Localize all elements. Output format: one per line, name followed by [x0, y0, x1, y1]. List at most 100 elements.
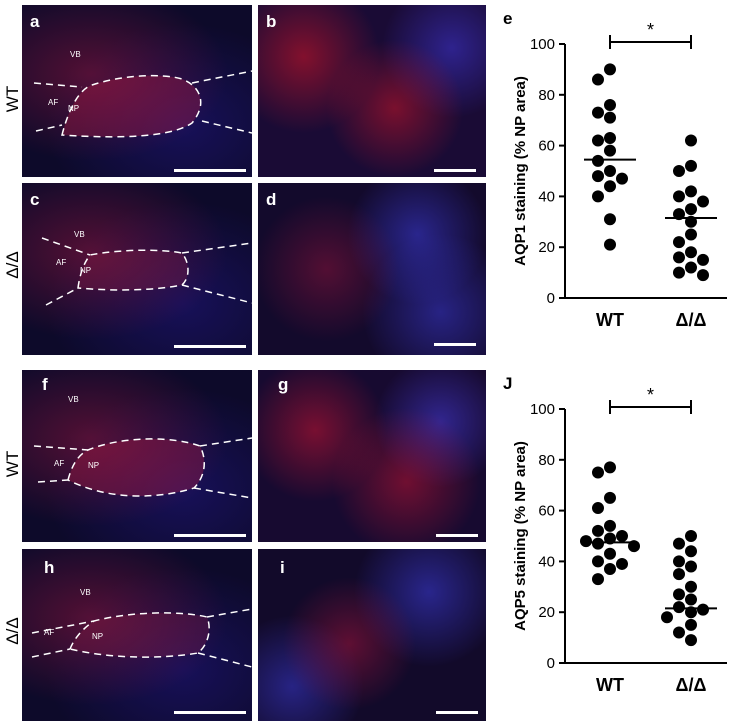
data-point: [685, 560, 697, 573]
x-category-label: WT: [596, 310, 624, 330]
row-label-mutant-bottom: Δ/Δ: [3, 617, 22, 645]
label-af-c: AF: [56, 258, 67, 267]
y-tick-label: 20: [538, 604, 555, 621]
row-label-mutant-top: Δ/Δ: [3, 251, 22, 279]
data-point: [685, 530, 697, 542]
panel-letter-b: b: [266, 12, 277, 31]
data-point: [592, 524, 604, 537]
chart-panel-letter: J: [503, 374, 512, 393]
data-point: [604, 165, 616, 177]
panel-letter-c: c: [30, 190, 40, 209]
y-tick-label: 20: [538, 239, 555, 256]
outline-np-f: [33, 437, 252, 499]
label-vb-c: VB: [74, 230, 85, 239]
data-point: [592, 154, 604, 167]
data-point: [592, 134, 604, 147]
data-point: [604, 131, 616, 144]
data-point: [604, 563, 616, 576]
y-tick-label: 80: [538, 87, 555, 104]
data-point: [697, 269, 709, 282]
data-point: [673, 568, 685, 581]
data-point: [604, 547, 616, 560]
data-point: [616, 172, 628, 185]
scale-bar-g: [436, 534, 478, 537]
data-point: [685, 618, 697, 631]
data-point: [592, 537, 604, 550]
data-point: [673, 588, 685, 601]
data-point: [592, 573, 604, 586]
scale-bar-d: [434, 343, 476, 346]
y-axis-label: AQP5 staining (% NP area): [512, 441, 529, 631]
data-point: [685, 228, 697, 241]
data-point: [685, 580, 697, 593]
data-point: [604, 144, 616, 157]
data-point: [604, 63, 616, 76]
label-np-f: NP: [88, 461, 100, 470]
label-vb-a: VB: [70, 50, 81, 59]
data-point: [685, 203, 697, 216]
micrograph-panel-b: b: [258, 5, 486, 177]
panel-letter-f: f: [42, 375, 48, 394]
micrograph-panel-i: i: [258, 549, 486, 721]
outline-np-c: [41, 237, 252, 306]
row-label-wt-bottom: WT: [3, 450, 22, 478]
x-category-label: Δ/Δ: [676, 675, 707, 695]
y-tick-label: 60: [538, 503, 555, 520]
micrograph-panel-f: f VB AF NP: [22, 370, 252, 542]
label-af-h: AF: [44, 628, 55, 637]
data-point: [592, 170, 604, 183]
micrograph-panel-c: c VB AF NP: [22, 183, 252, 355]
micrograph-panel-h: h VB AF NP: [22, 549, 252, 721]
data-point: [580, 535, 592, 548]
scale-bar-h: [174, 711, 246, 714]
data-point: [673, 626, 685, 639]
label-af-f: AF: [54, 459, 65, 468]
label-np-c: NP: [80, 266, 92, 275]
y-tick-label: 40: [538, 553, 555, 570]
data-point: [604, 111, 616, 124]
data-point: [673, 266, 685, 279]
data-point: [685, 261, 697, 274]
chart-panel-letter: e: [503, 9, 512, 28]
data-point: [697, 603, 709, 616]
data-point: [685, 134, 697, 147]
panel-letter-i: i: [280, 558, 285, 577]
chart-e-aqp1: e 0 20 40 60 80 100 AQP1 staining (% NP area) WT…: [503, 9, 727, 330]
micrograph-panel-a: a VB AF NP: [22, 5, 252, 177]
data-point: [673, 165, 685, 177]
outline-np-a: [33, 70, 252, 138]
data-point: [673, 537, 685, 550]
data-point: [685, 545, 697, 558]
row-label-wt-top: WT: [3, 85, 22, 113]
data-point: [604, 213, 616, 226]
data-point: [685, 246, 697, 259]
scale-bar-f: [174, 534, 246, 537]
micrograph-panel-d: d: [258, 183, 486, 355]
data-point: [592, 106, 604, 119]
y-tick-label: 100: [530, 36, 555, 53]
x-category-label: WT: [596, 675, 624, 695]
scale-bar-a: [174, 169, 246, 172]
data-point: [685, 634, 697, 647]
data-point: [673, 190, 685, 203]
micrograph-panel-g: g: [258, 370, 486, 542]
data-point: [673, 251, 685, 264]
panel-letter-d: d: [266, 190, 277, 209]
data-point: [592, 466, 604, 479]
data-point: [592, 502, 604, 515]
data-point: [697, 253, 709, 266]
panel-letter-a: a: [30, 12, 40, 31]
data-point: [685, 185, 697, 198]
data-point: [616, 530, 628, 542]
data-point: [616, 557, 628, 570]
label-vb-f: VB: [68, 395, 79, 404]
data-point: [673, 601, 685, 614]
label-vb-h: VB: [80, 588, 91, 597]
data-point: [685, 159, 697, 172]
y-tick-label: 0: [547, 655, 555, 672]
panel-letter-h: h: [44, 558, 55, 577]
data-point: [592, 190, 604, 203]
y-tick-label: 80: [538, 452, 555, 469]
scale-bar-b: [434, 169, 476, 172]
scale-bar-c: [174, 345, 246, 348]
